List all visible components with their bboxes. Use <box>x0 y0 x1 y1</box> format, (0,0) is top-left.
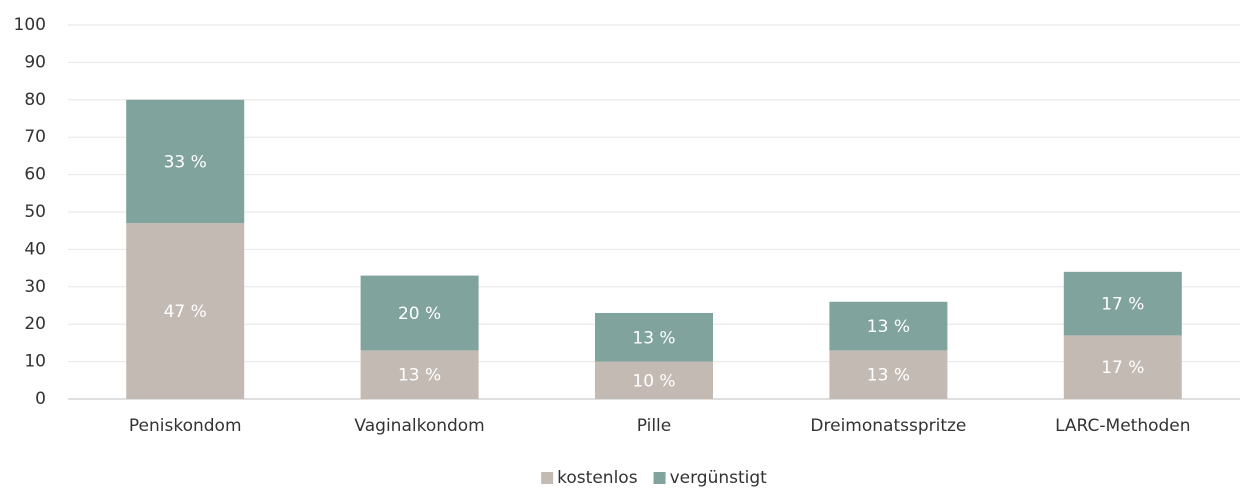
bar-segment <box>829 301 948 351</box>
bar-segment <box>829 350 948 399</box>
y-tick-label: 0 <box>35 389 46 409</box>
bar-segment <box>360 275 479 351</box>
value-label: 13 % <box>632 328 675 348</box>
value-label: 13 % <box>398 366 441 386</box>
value-label: 13 % <box>867 366 910 386</box>
bar-segment <box>126 223 245 399</box>
y-tick-label: 100 <box>14 15 46 35</box>
y-tick-label: 70 <box>24 127 46 147</box>
x-tick-label: Pille <box>637 416 672 436</box>
legend-label: vergünstigt <box>670 468 768 488</box>
y-tick-label: 50 <box>24 202 46 222</box>
bar-segment <box>1063 335 1182 399</box>
legend-swatch <box>541 472 554 484</box>
x-tick-label: LARC-Methoden <box>1055 416 1190 436</box>
value-label: 47 % <box>164 302 207 322</box>
value-label: 20 % <box>398 304 441 324</box>
y-tick-label: 40 <box>24 239 46 259</box>
value-label: 33 % <box>164 153 207 173</box>
y-tick-label: 80 <box>24 90 46 110</box>
y-tick-label: 90 <box>24 52 46 72</box>
value-label: 17 % <box>1101 358 1144 378</box>
value-label: 10 % <box>632 371 675 391</box>
x-tick-label: Vaginalkondom <box>354 416 484 436</box>
bar-segment <box>126 99 245 224</box>
legend-label: kostenlos <box>557 468 638 488</box>
value-label: 17 % <box>1101 295 1144 315</box>
y-tick-label: 20 <box>24 314 46 334</box>
y-tick-label: 10 <box>24 352 46 372</box>
value-label: 13 % <box>867 317 910 337</box>
y-tick-label: 60 <box>24 165 46 185</box>
x-tick-label: Peniskondom <box>129 416 242 436</box>
legend-swatch <box>653 472 666 484</box>
bar-segment <box>595 361 713 399</box>
bar-segment <box>595 312 713 362</box>
x-tick-label: Dreimonatsspritze <box>810 416 966 436</box>
y-tick-label: 30 <box>24 277 46 297</box>
bar-segment <box>1063 271 1182 336</box>
bar-segment <box>360 350 479 399</box>
